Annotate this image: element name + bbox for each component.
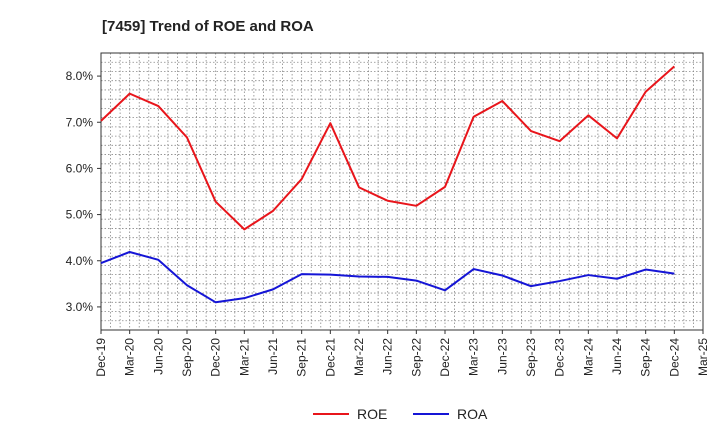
plot-area — [100, 52, 704, 331]
x-tick-label: Sep-23 — [524, 338, 538, 377]
x-tick-label: Mar-25 — [696, 338, 710, 376]
y-axis: 3.0% 4.0% 5.0% 6.0% 7.0% 8.0% — [66, 69, 101, 314]
x-tick-label: Jun-24 — [610, 338, 624, 375]
x-tick-label: Dec-21 — [323, 338, 337, 377]
x-tick-label: Jun-22 — [381, 338, 395, 375]
series-group — [100, 65, 675, 304]
y-tick-label: 8.0% — [66, 69, 94, 83]
series-line-roe — [100, 65, 675, 231]
x-tick-label: Jun-21 — [266, 338, 280, 375]
x-tick-label: Sep-22 — [409, 338, 423, 377]
y-tick-label: 6.0% — [66, 161, 94, 175]
x-tick-label: Dec-23 — [553, 338, 567, 377]
x-tick-label: Mar-24 — [581, 338, 595, 376]
x-tick-label: Sep-21 — [295, 338, 309, 377]
x-tick-label: Dec-24 — [667, 338, 681, 377]
legend: ROE ROA — [313, 406, 488, 422]
x-tick-label: Jun-20 — [151, 338, 165, 375]
legend-label-roe: ROE — [357, 406, 387, 422]
chart-title: [7459] Trend of ROE and ROA — [102, 18, 314, 35]
series-line-roa — [100, 250, 675, 304]
x-tick-label: Dec-22 — [438, 338, 452, 377]
x-tick-label: Mar-21 — [237, 338, 251, 376]
x-axis: Dec-19 Mar-20 Jun-20 Sep-20 Dec-20 Mar-21 Jun-… — [94, 330, 710, 377]
y-tick-label: 5.0% — [66, 208, 94, 222]
x-tick-label: Mar-23 — [467, 338, 481, 376]
y-tick-label: 3.0% — [66, 300, 94, 314]
legend-label-roa: ROA — [457, 406, 488, 422]
y-tick-label: 4.0% — [66, 254, 94, 268]
x-tick-label: Dec-19 — [94, 338, 108, 377]
x-tick-label: Dec-20 — [209, 338, 223, 377]
y-tick-label: 7.0% — [66, 115, 94, 129]
x-tick-label: Sep-24 — [639, 338, 653, 377]
x-tick-label: Mar-22 — [352, 338, 366, 376]
x-tick-label: Jun-23 — [495, 338, 509, 375]
plot-frame — [100, 52, 704, 331]
x-tick-label: Sep-20 — [180, 338, 194, 377]
x-tick-label: Mar-20 — [123, 338, 137, 376]
